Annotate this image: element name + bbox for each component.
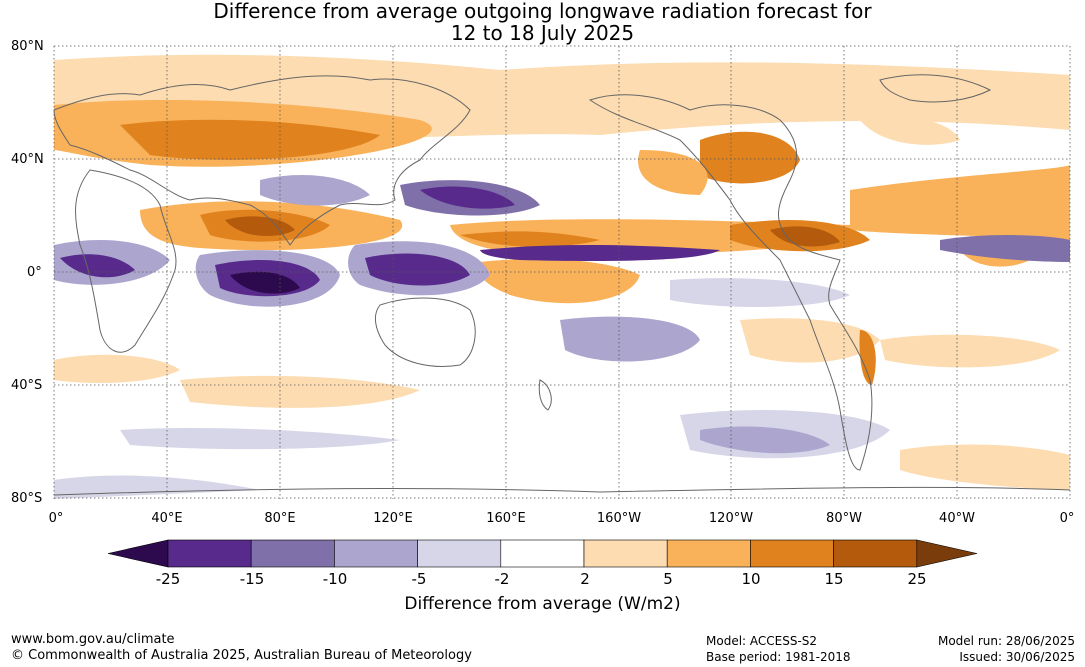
title-line-2: 12 to 18 July 2025 bbox=[450, 21, 635, 45]
model-name: Model: ACCESS-S2 bbox=[706, 634, 818, 648]
colorbar-tick: 15 bbox=[824, 570, 844, 588]
lon-label-120e: 120°E bbox=[373, 511, 413, 526]
footer-dates: Model run: 28/06/2025 Issued: 30/06/2025 bbox=[938, 633, 1075, 665]
lon-label-80w: 80°W bbox=[826, 511, 862, 526]
lon-label-0-east: 0° bbox=[1059, 511, 1075, 526]
colorbar-tick: 25 bbox=[907, 570, 927, 588]
lon-label-120w: 120°W bbox=[708, 511, 754, 526]
footer-left: www.bom.gov.au/climate © Commonwealth of… bbox=[11, 632, 472, 664]
map-title: Difference from average outgoing longwav… bbox=[0, 0, 1085, 44]
lon-label-40w: 40°W bbox=[939, 511, 975, 526]
model-run-date: Model run: 28/06/2025 bbox=[937, 634, 1075, 648]
colorbar-swatch bbox=[583, 539, 668, 568]
base-period: Base period: 1981-2018 bbox=[706, 650, 851, 664]
colorbar-swatch bbox=[334, 539, 418, 568]
footer-model: Model: ACCESS-S2 Base period: 1981-2018 bbox=[706, 633, 851, 665]
lat-label-0: 0° bbox=[27, 265, 42, 280]
lon-label-80e: 80°E bbox=[264, 511, 296, 526]
colorbar-swatch bbox=[500, 539, 585, 568]
lon-label-160e: 160°E bbox=[486, 511, 526, 526]
colorbar-swatch bbox=[750, 539, 834, 568]
title-line-1: Difference from average outgoing longwav… bbox=[213, 0, 872, 23]
colorbar-arrow-low bbox=[107, 539, 169, 568]
lon-label-0: 0° bbox=[48, 511, 64, 526]
bom-site-link[interactable]: www.bom.gov.au/climate bbox=[11, 632, 175, 647]
colorbar-tick: -25 bbox=[155, 570, 181, 588]
colorbar-tick: -10 bbox=[322, 570, 348, 588]
colorbar-tick: -5 bbox=[411, 570, 427, 588]
colorbar-swatch bbox=[167, 539, 252, 568]
lat-label-80n: 80°N bbox=[11, 39, 44, 54]
lat-label-80s: 80°S bbox=[11, 491, 43, 506]
colorbar-swatch bbox=[666, 539, 751, 568]
colorbar-swatch bbox=[833, 539, 918, 568]
colorbar-tick: 10 bbox=[741, 570, 761, 588]
colorbar-tick: -2 bbox=[494, 570, 510, 588]
colorbar-label: Difference from average (W/m2) bbox=[404, 594, 681, 614]
issued-date: Issued: 30/06/2025 bbox=[959, 650, 1075, 664]
graticule bbox=[53, 45, 1071, 499]
colorbar-tick: -15 bbox=[239, 570, 265, 588]
lon-label-160w: 160°W bbox=[596, 511, 642, 526]
lon-label-40e: 40°E bbox=[151, 511, 183, 526]
colorbar-swatch bbox=[417, 539, 502, 568]
lat-label-40s: 40°S bbox=[11, 378, 43, 393]
colorbar-tick: 2 bbox=[580, 570, 590, 588]
colorbar-arrow-high bbox=[916, 539, 978, 568]
lat-label-40n: 40°N bbox=[11, 152, 44, 167]
colorbar-tick: 5 bbox=[663, 570, 673, 588]
colorbar bbox=[107, 539, 978, 568]
colorbar-swatch bbox=[250, 539, 335, 568]
coastlines bbox=[53, 74, 1071, 496]
copyright-text: © Commonwealth of Australia 2025, Austra… bbox=[11, 648, 472, 663]
anomaly-field bbox=[54, 46, 1070, 499]
